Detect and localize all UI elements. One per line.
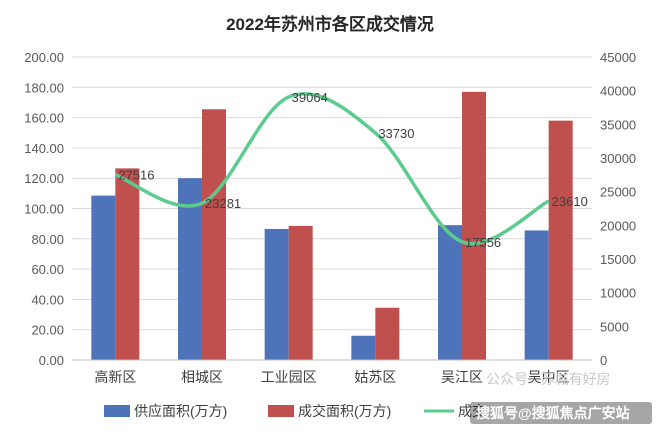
right-tick-label: 40000 <box>600 84 636 99</box>
left-axis: 0.00 20.00 40.00 60.00 80.00 100.00 120.00 140.… <box>24 50 64 368</box>
left-tick-label: 140.00 <box>24 141 64 156</box>
bar-deal <box>548 120 573 360</box>
bar-supply <box>351 335 376 360</box>
bar-deal <box>462 91 486 360</box>
line-data-label: 17556 <box>465 235 501 250</box>
left-tick-label: 60.00 <box>31 262 64 277</box>
right-tick-label: 25000 <box>600 185 636 200</box>
chart-title: 2022年苏州市各区成交情况 <box>226 14 434 34</box>
legend-swatch-supply <box>104 405 130 417</box>
legend-swatch-deal <box>268 405 294 417</box>
line-data-label: 23610 <box>552 194 588 209</box>
category-label: 吴江区 <box>441 369 483 385</box>
left-tick-label: 20.00 <box>31 323 64 338</box>
bar-supply <box>264 228 289 360</box>
category-label: 工业园区 <box>261 369 317 385</box>
left-tick-label: 180.00 <box>24 80 64 95</box>
bar-deal <box>375 307 400 360</box>
line-data-label: 27516 <box>118 168 154 183</box>
right-tick-label: 45000 <box>600 50 636 65</box>
line-data-label: 39064 <box>292 90 328 105</box>
legend-label-deal: 成交面积(万方) <box>298 403 391 419</box>
legend-label-price: 成交 <box>458 403 486 419</box>
category-axis: 高新区 相城区 工业园区 姑苏区 吴江区 吴中区 <box>72 359 592 385</box>
right-tick-label: 5000 <box>600 319 629 334</box>
grid <box>72 56 592 361</box>
watermark-backdrop <box>470 402 652 424</box>
category-label: 吴中区 <box>528 369 570 385</box>
bar-deal <box>202 109 226 360</box>
left-tick-label: 100.00 <box>24 202 64 217</box>
right-tick-label: 15000 <box>600 252 636 267</box>
left-tick-label: 200.00 <box>24 50 64 65</box>
bars <box>91 91 573 360</box>
line-series: 27516 23281 39064 33730 17556 23610 <box>114 90 588 250</box>
line-data-label: 33730 <box>378 126 414 141</box>
bar-supply <box>178 178 202 360</box>
bar-supply <box>524 230 549 360</box>
bar-deal <box>288 225 313 360</box>
right-tick-label: 10000 <box>600 286 636 301</box>
right-axis: 0 5000 10000 15000 20000 25000 30000 35000 40000… <box>600 50 636 368</box>
bar-supply <box>91 195 116 360</box>
left-tick-label: 0.00 <box>39 353 64 368</box>
left-tick-label: 80.00 <box>31 232 64 247</box>
watermark-account: 公众号 · 苏城有好房 <box>486 371 610 387</box>
right-tick-label: 35000 <box>600 117 636 132</box>
category-label: 相城区 <box>181 369 223 385</box>
bar-supply <box>438 225 462 360</box>
left-tick-label: 120.00 <box>24 171 64 186</box>
line-path <box>114 92 550 246</box>
watermark: 公众号 · 苏城有好房 搜狐号@搜狐焦点广安站 <box>470 371 652 424</box>
bar-deal <box>115 168 140 360</box>
left-tick-label: 40.00 <box>31 292 64 307</box>
watermark-source: 搜狐号@搜狐焦点广安站 <box>476 405 630 421</box>
right-tick-label: 30000 <box>600 151 636 166</box>
legend-label-supply: 供应面积(万方) <box>134 403 227 419</box>
category-label: 高新区 <box>94 369 136 385</box>
right-tick-label: 0 <box>600 353 607 368</box>
category-label: 姑苏区 <box>354 369 396 385</box>
right-tick-label: 20000 <box>600 218 636 233</box>
legend: 供应面积(万方) 成交面积(万方) 成交 <box>104 403 486 419</box>
line-data-label: 23281 <box>205 196 241 211</box>
left-tick-label: 160.00 <box>24 111 64 126</box>
